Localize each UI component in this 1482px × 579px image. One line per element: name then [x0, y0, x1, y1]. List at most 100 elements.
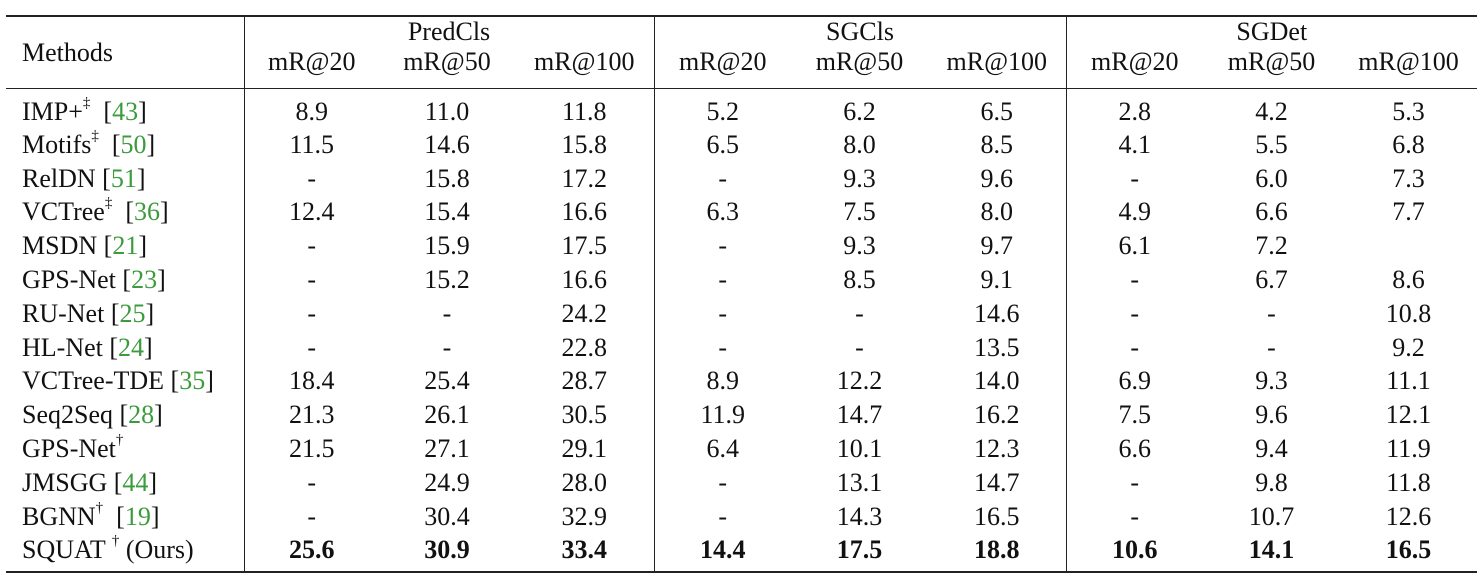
citation-link[interactable]: [50] — [111, 129, 156, 159]
method-footnote-mark: † — [111, 533, 120, 550]
citation-link[interactable]: [25] — [110, 298, 155, 328]
table-row: MSDN [21] - 15.9 17.5 - 9.3 9.7 6.1 7.2 — [6, 229, 1477, 264]
method-cell: HL-Net [24] — [6, 330, 245, 365]
method-cell: SQUAT † (Ours) — [6, 533, 245, 574]
value-cell: - — [307, 231, 317, 261]
value-cell: - — [442, 298, 452, 328]
value-cell: - — [1267, 332, 1276, 362]
value-cell: - — [718, 501, 728, 531]
value-cell: 6.6 — [1118, 434, 1152, 464]
value-cell: 25.6 — [244, 533, 379, 574]
value-cell: - — [718, 231, 728, 261]
value-cell: 10.8 — [1385, 298, 1432, 328]
value-cell: 15.4 — [424, 197, 470, 227]
value-cell: 8.9 — [295, 96, 329, 126]
value-cell: 14.0 — [928, 364, 1067, 399]
method-name: GPS-Net — [22, 434, 116, 464]
value-cell: - — [718, 163, 728, 193]
method-cell: VCTree‡ [36] — [6, 195, 245, 230]
value-cell: 17.5 — [791, 533, 928, 574]
value-cell: 22.8 — [515, 330, 655, 365]
value-cell: - — [718, 265, 728, 295]
metric-header: mR@100 — [515, 47, 655, 89]
metric-header: mR@20 — [244, 47, 379, 89]
value-cell: 14.6 — [424, 129, 470, 159]
value-cell: - — [855, 332, 864, 362]
value-cell: 9.7 — [928, 229, 1067, 264]
table-row: HL-Net [24] - - 22.8 - - 13.5 - - 9.2 — [6, 330, 1477, 365]
value-cell: 6.0 — [1255, 163, 1288, 193]
header-metric-row: mR@20 mR@50 mR@100 mR@20 mR@50 mR@100 mR… — [6, 47, 1478, 89]
table-row: BGNN† [19] - 30.4 32.9 - 14.3 16.5 - 10.7 12.6 — [6, 500, 1477, 534]
method-cell: BGNN† [19] — [6, 500, 245, 534]
value-cell: 11.5 — [289, 129, 335, 159]
citation-link[interactable]: [35] — [170, 366, 214, 396]
value-cell: 14.3 — [836, 501, 883, 531]
value-cell: 7.7 — [1392, 197, 1425, 227]
method-name: VCTree-TDE — [22, 366, 165, 396]
method-cell: GPS-Net [23] — [6, 263, 245, 297]
value-cell: 16.5 — [1340, 533, 1478, 574]
group-header-sgcls: SGCls — [654, 15, 1067, 47]
value-cell: 18.8 — [928, 533, 1067, 574]
value-cell: 9.3 — [843, 163, 876, 193]
value-cell: - — [718, 332, 728, 362]
value-cell: - — [855, 298, 864, 328]
method-name: Motifs — [22, 129, 92, 159]
value-cell: 14.7 — [928, 465, 1067, 500]
value-cell: 25.4 — [424, 366, 470, 396]
value-cell: 15.8 — [424, 163, 470, 193]
value-cell: 5.5 — [1255, 129, 1288, 159]
method-cell: Seq2Seq [28] — [6, 398, 245, 433]
value-cell: 8.5 — [928, 128, 1067, 162]
value-cell: 30.5 — [515, 398, 655, 433]
table-row: RU-Net [25] - - 24.2 - - 14.6 - - 10.8 — [6, 296, 1477, 331]
citation-link[interactable]: [21] — [103, 231, 147, 261]
citation-link[interactable]: [19] — [116, 501, 160, 531]
value-cell: 6.8 — [1392, 129, 1425, 159]
citation-link[interactable]: [24] — [109, 332, 153, 362]
value-cell: 11.1 — [1386, 366, 1431, 396]
value-cell: 6.6 — [1255, 197, 1288, 227]
value-cell: - — [1130, 163, 1140, 193]
value-cell: 30.4 — [424, 501, 470, 531]
citation-link[interactable]: [36] — [125, 197, 169, 227]
value-cell: 17.5 — [515, 229, 655, 264]
citation-link[interactable]: [43] — [103, 96, 147, 126]
value-cell: 30.9 — [379, 533, 515, 574]
value-cell: 16.2 — [928, 398, 1067, 433]
value-cell: 10.1 — [836, 434, 883, 464]
citation-link[interactable]: [44] — [113, 467, 158, 497]
value-cell: - — [1267, 298, 1276, 328]
header-group-row: Methods PredCls SGCls SGDet — [6, 15, 1478, 89]
value-cell: - — [307, 163, 317, 193]
table-row: JMSGG [44] - 24.9 28.0 - 13.1 14.7 - 9.8 11.8 — [6, 465, 1477, 500]
method-cell: GPS-Net† — [6, 432, 245, 466]
citation-link[interactable]: [23] — [122, 265, 166, 295]
value-cell: - — [1130, 265, 1140, 295]
table-row: GPS-Net† 21.5 27.1 29.1 6.4 10.1 12.3 6.6 9.4 11.… — [6, 432, 1477, 466]
method-name: SQUAT — [22, 535, 112, 565]
citation-link[interactable]: [51] — [102, 163, 146, 193]
value-cell: 21.3 — [289, 400, 335, 430]
value-cell: 6.2 — [843, 96, 876, 126]
method-name: JMSGG — [22, 467, 108, 497]
value-cell: 9.3 — [843, 231, 876, 261]
value-cell: 6.3 — [706, 197, 740, 227]
value-cell: 6.9 — [1118, 366, 1152, 396]
table-row: Seq2Seq [28] 21.3 26.1 30.5 11.9 14.7 16.2 7.5 9… — [6, 398, 1477, 433]
value-cell: 12.1 — [1385, 400, 1432, 430]
value-cell — [1340, 229, 1477, 263]
value-cell: 4.2 — [1255, 96, 1288, 126]
table-row: Motifs‡ [50] 11.5 14.6 15.8 6.5 8.0 8.5 4.1 5.5 6… — [6, 128, 1477, 162]
value-cell: 9.6 — [1255, 400, 1288, 430]
value-cell: 8.5 — [843, 265, 876, 295]
method-name: GPS-Net — [22, 265, 116, 295]
citation-link[interactable]: [28] — [119, 400, 163, 430]
value-cell: 11.0 — [424, 96, 470, 126]
value-cell: 24.2 — [515, 296, 655, 331]
metric-header: mR@50 — [379, 47, 515, 89]
value-cell: 9.3 — [1255, 366, 1288, 396]
metric-header: mR@20 — [654, 47, 791, 89]
